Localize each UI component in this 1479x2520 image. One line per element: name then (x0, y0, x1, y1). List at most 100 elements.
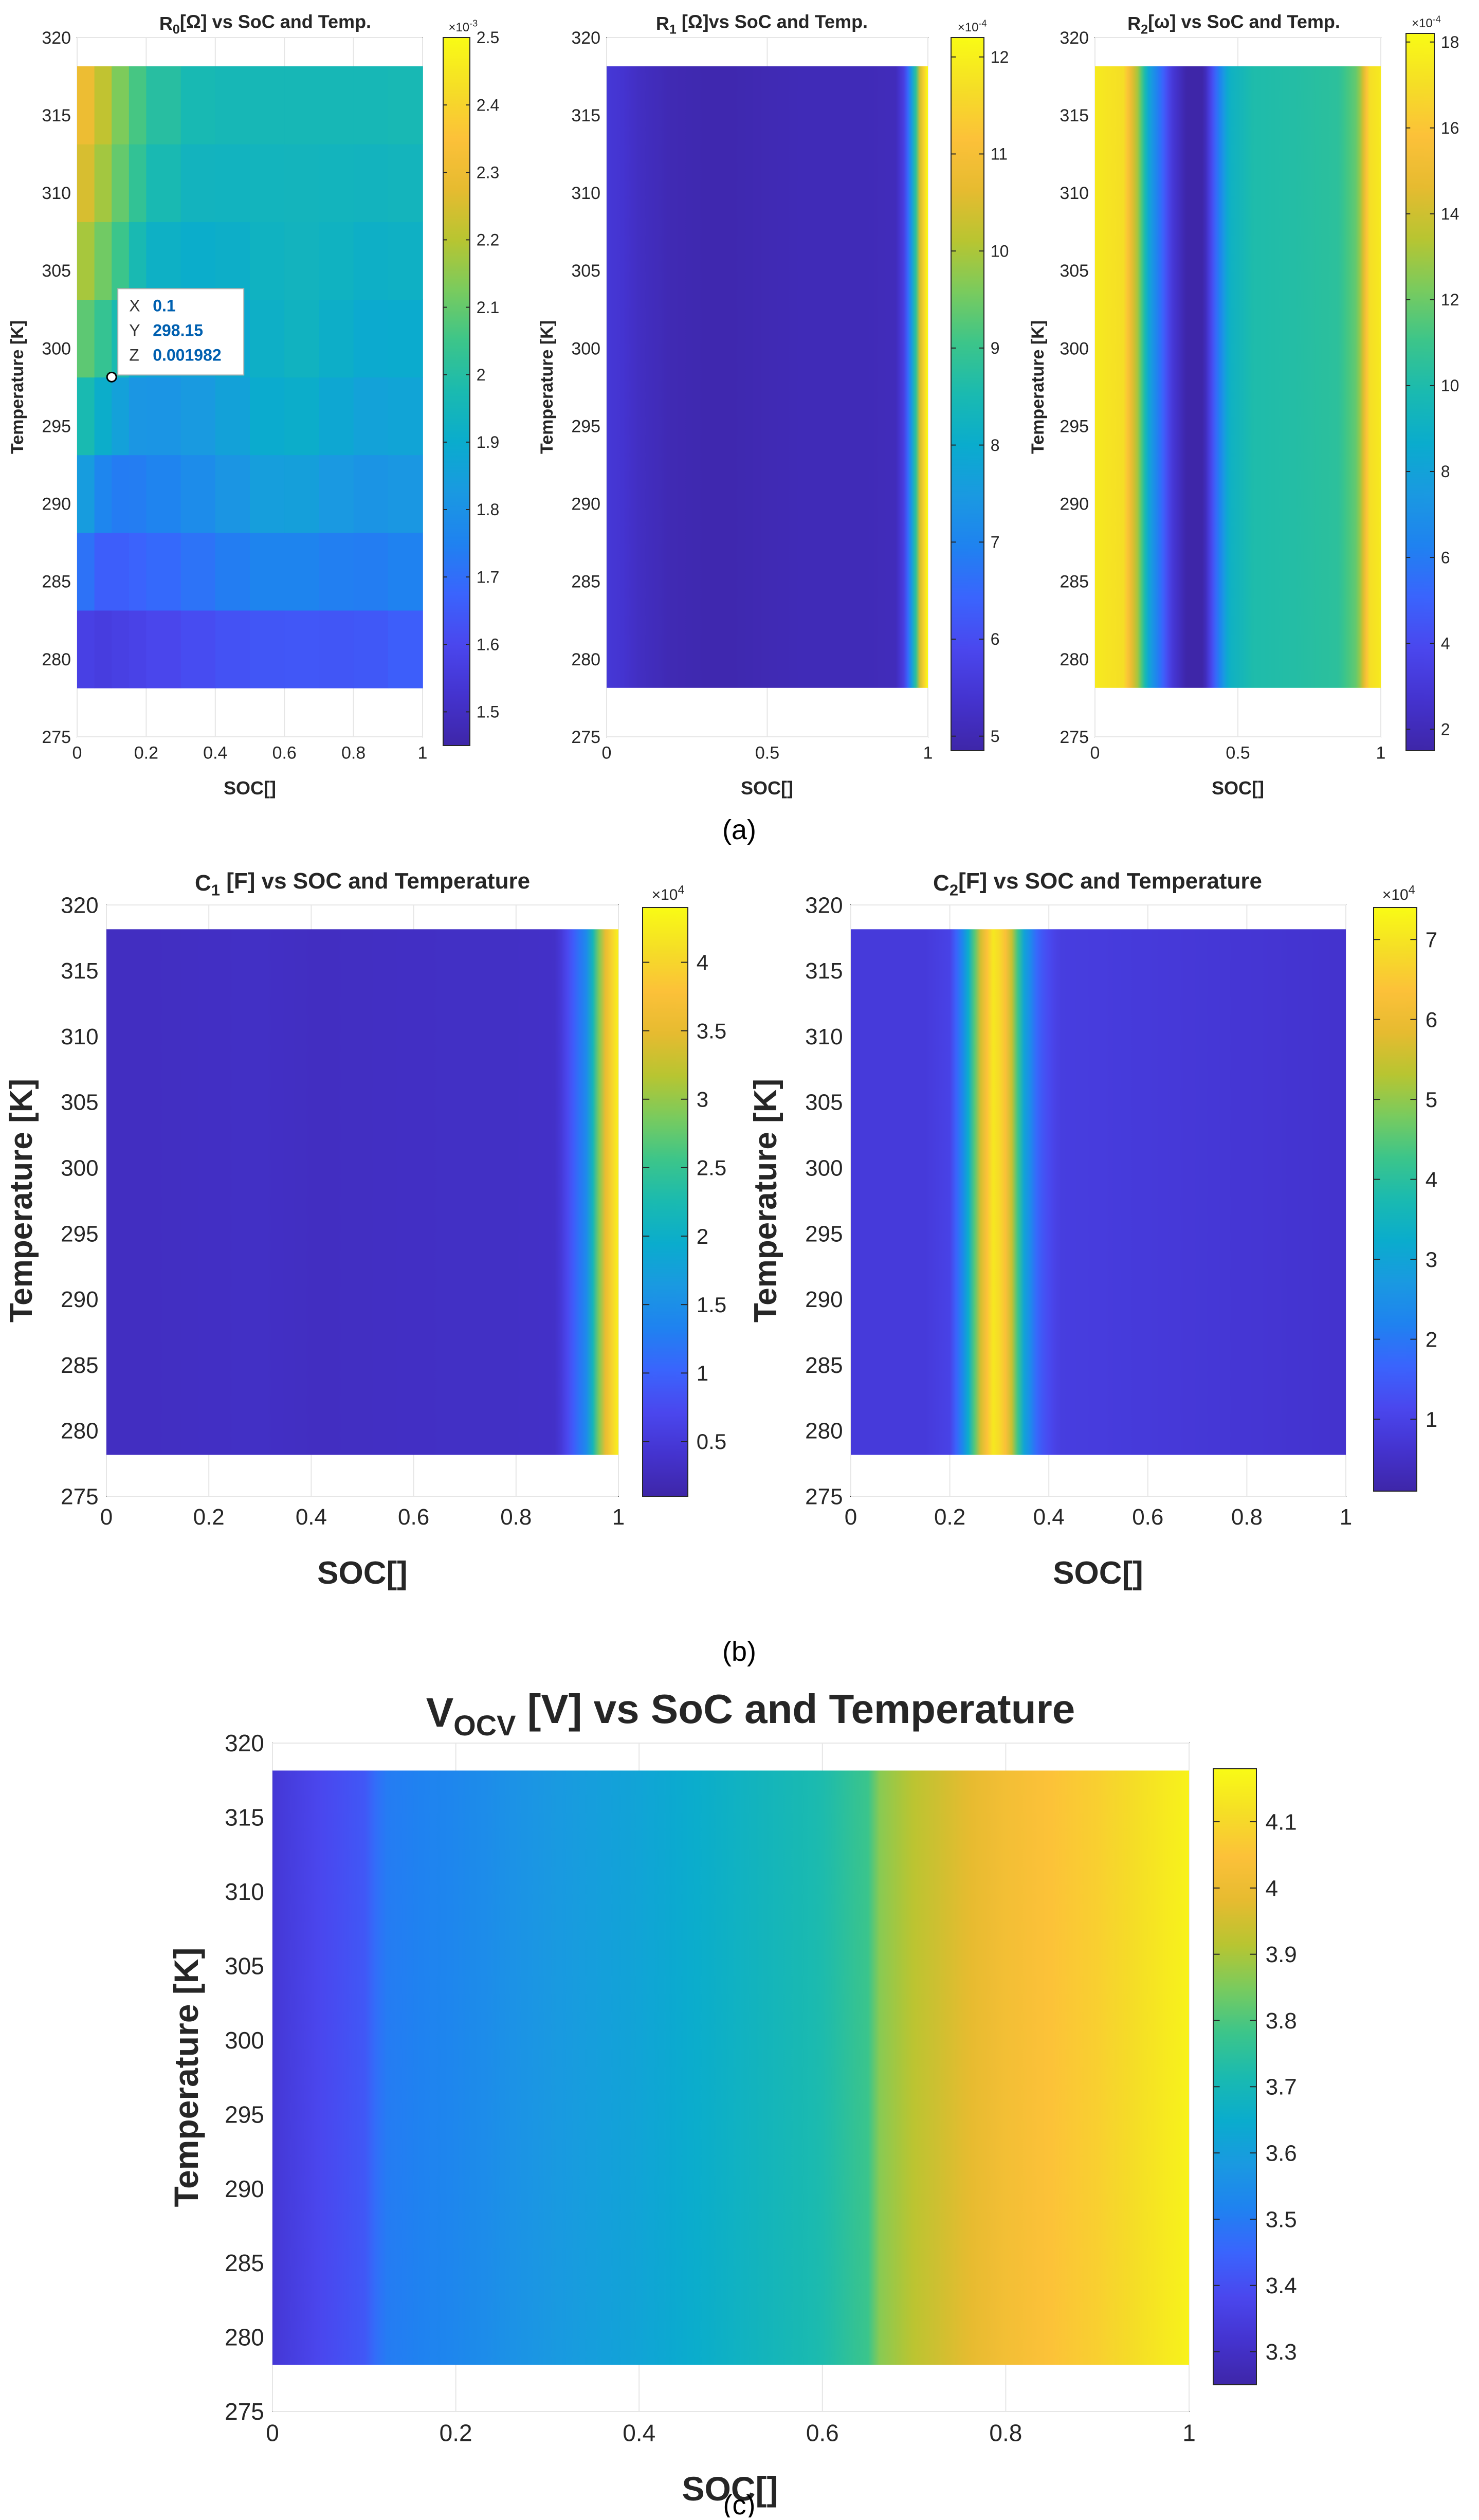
colorbar-tick-label: 12 (991, 48, 1009, 66)
colorbar (642, 907, 688, 1497)
colorbar-tick-label: 3.4 (1266, 2273, 1297, 2298)
y-tick-label: 290 (61, 1287, 98, 1312)
heatmap-cell (388, 532, 423, 611)
datatip-marker[interactable] (106, 371, 117, 383)
y-tick-label: 280 (225, 2324, 264, 2351)
heatmap-cell (129, 532, 147, 611)
datatip-key: Z (129, 346, 139, 364)
datatip-value: 0.1 (153, 296, 175, 315)
heatmap-cell (284, 610, 320, 688)
heatmap-cell (129, 222, 147, 300)
heatmap-cell (112, 144, 130, 222)
y-tick-label: 280 (571, 650, 600, 669)
y-tick-label: 305 (42, 261, 71, 281)
y-tick-label: 295 (225, 2101, 264, 2128)
heatmap-cell (215, 222, 250, 300)
heatmap-cell (319, 377, 354, 456)
y-tick-label: 285 (571, 572, 600, 592)
x-tick-label: 1 (418, 744, 428, 763)
y-tick-label: 285 (1060, 572, 1089, 592)
x-axis-label: SOC[] (682, 2470, 778, 2508)
heatmap-cell (284, 455, 320, 533)
heatmap-cell (112, 66, 130, 144)
x-tick-label: 0.8 (1231, 1504, 1263, 1530)
colorbar-tick-label: 2.1 (477, 298, 499, 317)
colorbar-tick-label: 7 (991, 533, 1000, 551)
colorbar-exponent: ×104 (652, 883, 685, 903)
y-axis-label: Temperature [K] (8, 320, 27, 454)
heatmap-cell (353, 532, 389, 611)
x-tick-label: 0 (72, 744, 82, 763)
y-tick-label: 275 (42, 728, 71, 747)
colorbar-tick-label: 2.4 (477, 96, 499, 114)
y-tick-label: 295 (42, 416, 71, 436)
heatmap-cell (146, 532, 181, 611)
colorbar-tick-label: 5 (991, 727, 1000, 746)
y-tick-label: 295 (61, 1221, 98, 1246)
colorbar (951, 37, 984, 751)
x-axis-label: SOC[] (224, 777, 276, 799)
y-tick-label: 275 (225, 2398, 264, 2425)
y-tick-label: 300 (225, 2027, 264, 2054)
y-tick-label: 315 (42, 106, 71, 125)
heatmap-cell (215, 532, 250, 611)
heatmap-cell (388, 610, 423, 688)
heatmap-cell (94, 532, 112, 611)
y-tick-label: 320 (1060, 28, 1089, 48)
x-tick-label: 0.4 (623, 2420, 655, 2446)
colorbar-tick-label: 1.5 (477, 703, 499, 721)
heatmap-cell (319, 455, 354, 533)
colorbar-tick-label: 3 (1426, 1247, 1437, 1272)
heatmap-cell (250, 144, 285, 222)
chart-c2: C2[F] vs SOC and Temperature 0 0.2 0.4 0.6 0… (748, 868, 1437, 1591)
y-tick-label: 300 (61, 1156, 98, 1181)
heatmap-surface (607, 66, 928, 688)
heatmap-cell (319, 610, 354, 688)
y-tick-label: 305 (805, 1090, 843, 1115)
heatmap-cell (146, 66, 181, 144)
datatip-key: Y (129, 321, 140, 339)
x-tick-label: 0.8 (989, 2420, 1022, 2446)
x-axis-label: SOC[] (1212, 777, 1264, 799)
colorbar-tick-label: 1.6 (477, 635, 499, 654)
heatmap-cell (94, 610, 112, 688)
colorbar-tick-label: 0.5 (697, 1429, 726, 1454)
chart-title: R1 [Ω]vs SoC and Temp. (656, 11, 868, 37)
y-axis-label: Temperature [K] (167, 1948, 205, 2207)
colorbar-exponent: ×10-4 (958, 18, 987, 34)
heatmap-cell (146, 377, 181, 456)
heatmap-cell (388, 66, 423, 144)
x-tick-label: 0.2 (934, 1504, 965, 1530)
y-tick-label: 305 (571, 261, 600, 281)
y-tick-label: 280 (1060, 650, 1089, 669)
y-tick-label: 305 (225, 1952, 264, 1979)
x-tick-label: 0.5 (1226, 744, 1250, 763)
heatmap-cell (77, 222, 95, 300)
y-tick-label: 310 (61, 1024, 98, 1049)
x-tick-label: 0.6 (806, 2420, 839, 2446)
colorbar-tick-label: 18 (1441, 33, 1459, 51)
heatmap-cell (77, 144, 95, 222)
heatmap-cell (319, 299, 354, 378)
heatmap-cell (388, 222, 423, 300)
colorbar-tick-label: 1.5 (697, 1293, 726, 1317)
y-tick-label: 315 (1060, 106, 1089, 125)
colorbar (1405, 33, 1435, 751)
colorbar-tick-label: 2.5 (697, 1156, 726, 1180)
heatmap-cell (388, 144, 423, 222)
heatmap-cell (146, 144, 181, 222)
y-axis-label: Temperature [K] (4, 1079, 39, 1322)
heatmap-cell (284, 222, 320, 300)
heatmap-cell (250, 455, 285, 533)
colorbar (1213, 1768, 1257, 2385)
chart-r0: R0[Ω] vs SoC and Temp. 0 0.2 0.4 0.6 0.8 1 27… (8, 11, 499, 799)
heatmap-cell (180, 377, 216, 456)
colorbar-tick-label: 16 (1441, 119, 1459, 137)
heatmap-cell (129, 455, 147, 533)
colorbar-tick-label: 9 (991, 339, 1000, 357)
heatmap-cell (319, 144, 354, 222)
y-tick-label: 320 (42, 28, 71, 48)
heatmap-cell (250, 377, 285, 456)
colorbar-tick-label: 3.8 (1266, 2008, 1297, 2034)
